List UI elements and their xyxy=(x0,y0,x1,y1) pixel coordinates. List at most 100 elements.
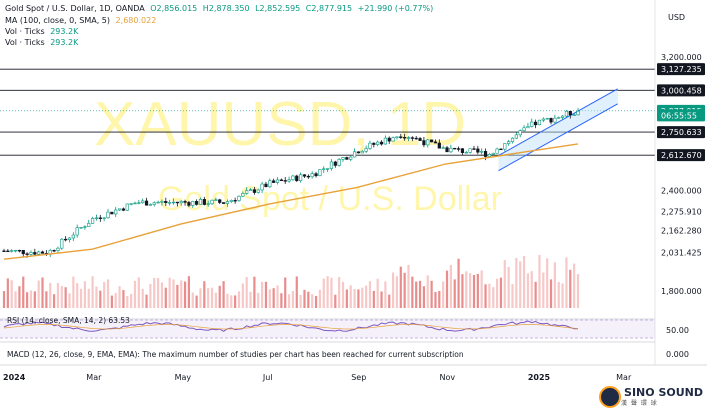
volume-bar xyxy=(569,269,572,308)
legend-volume-2[interactable]: Vol · Ticks 293.2K xyxy=(5,38,81,48)
channel-fill xyxy=(498,88,618,171)
candle-body xyxy=(310,173,314,178)
candle-body xyxy=(75,227,79,236)
candle-body xyxy=(433,141,438,144)
volume-bar xyxy=(515,257,518,308)
brand-logo: SINO SOUND 漢 聲 環 球 xyxy=(599,386,703,408)
candle-body xyxy=(453,147,457,150)
open-value: O2,856.015 xyxy=(150,4,198,13)
candle-body xyxy=(2,250,6,252)
currency-label[interactable]: USD xyxy=(668,13,686,22)
volume-bar xyxy=(29,290,33,308)
candle-body xyxy=(156,201,160,204)
candle-body xyxy=(191,201,195,206)
candle-body xyxy=(67,237,72,241)
price-axis-highlight-box xyxy=(657,84,705,97)
time-axis[interactable]: 2024 Mar May Jul Sep Nov 2025 Mar xyxy=(3,373,632,382)
volume-bar xyxy=(345,289,348,308)
volume-bar xyxy=(237,291,241,308)
volume-bar xyxy=(245,277,248,308)
volume-bar xyxy=(172,279,175,308)
volume-bar xyxy=(461,274,464,308)
watermark-description: Gold Spot / U.S. Dollar xyxy=(158,180,502,218)
candle-body xyxy=(218,199,222,203)
legend-ma[interactable]: MA (100, close, 0, SMA, 5) 2,680.022 xyxy=(5,16,159,26)
volume-bar xyxy=(272,288,275,308)
rsi-label: RSI (14, close, SMA, 14, 2) 63.53 xyxy=(7,316,130,325)
candle-body xyxy=(329,161,334,169)
volume-bar xyxy=(438,290,441,308)
volume-bar xyxy=(449,265,452,308)
candle-body xyxy=(87,223,91,227)
candle-body xyxy=(272,180,276,183)
volume-bar xyxy=(334,294,337,308)
candle-body xyxy=(6,250,10,253)
volume-bar xyxy=(122,290,125,308)
volume-bar xyxy=(576,274,580,308)
volume-bar xyxy=(6,278,9,308)
candle-body xyxy=(37,251,41,255)
moving-average-line xyxy=(3,143,579,260)
volume-bar xyxy=(52,294,56,308)
candle-body xyxy=(472,148,476,150)
volume-bar xyxy=(56,283,60,308)
candle-body xyxy=(410,137,414,139)
volume-bar xyxy=(465,271,468,308)
candle-body xyxy=(418,138,422,141)
volume-bar xyxy=(76,283,79,308)
candle-body xyxy=(275,179,280,183)
candle-body xyxy=(460,148,465,153)
volume-bar xyxy=(133,280,137,308)
volume-bar xyxy=(353,288,356,308)
time-axis-tick-label: Nov xyxy=(440,373,456,382)
candle-body xyxy=(195,201,199,205)
volume-bar xyxy=(183,281,187,308)
candle-body xyxy=(187,202,191,206)
legend-volume-1[interactable]: Vol · Ticks 293.2K xyxy=(5,27,81,37)
volume-bar xyxy=(326,276,329,308)
volume-bar xyxy=(411,276,414,308)
candle-body xyxy=(214,199,218,201)
volume-bar xyxy=(230,295,233,308)
candle-body xyxy=(468,148,472,153)
candle-body xyxy=(152,202,156,205)
candle-body xyxy=(133,202,137,205)
volume-bar xyxy=(79,288,83,308)
candle-body xyxy=(52,249,56,252)
volume-bar xyxy=(95,286,98,308)
volume-bar xyxy=(99,290,102,308)
candle-body xyxy=(549,118,553,123)
volume-bar xyxy=(199,288,202,308)
candle-body xyxy=(79,226,83,229)
candle-body xyxy=(480,151,484,153)
candle-body xyxy=(572,114,576,116)
candle-body xyxy=(13,249,18,252)
candle-body xyxy=(148,204,152,206)
volume-label: Vol · Ticks xyxy=(5,27,45,36)
candle-body xyxy=(171,201,176,204)
time-axis-tick-label: Mar xyxy=(86,373,102,382)
volume-bar xyxy=(565,257,568,308)
candle-body xyxy=(325,168,330,170)
volume-bar xyxy=(434,291,437,308)
volume-bar xyxy=(453,279,456,308)
volume-bar xyxy=(445,270,449,308)
candle-body xyxy=(476,148,480,153)
price-axis[interactable]: 3,200.000 2,400.000 2,275.910 2,162.280 2,03… xyxy=(657,53,705,359)
volume-bar xyxy=(103,282,106,308)
volume-bar xyxy=(64,287,67,308)
volume-bar xyxy=(114,293,117,308)
price-axis-tick-label: 3,200.000 xyxy=(661,53,702,62)
candle-body xyxy=(372,142,376,145)
volume-bar xyxy=(60,286,63,308)
volume-bar xyxy=(72,276,75,308)
candle-body xyxy=(29,252,33,255)
horizontal-levels xyxy=(0,68,655,156)
volume-bar xyxy=(546,258,549,308)
volume-bar xyxy=(287,294,291,308)
volume-bar xyxy=(372,290,375,308)
volume-bar xyxy=(87,288,90,308)
volume-bar xyxy=(538,254,541,308)
volume-bar xyxy=(519,261,522,308)
